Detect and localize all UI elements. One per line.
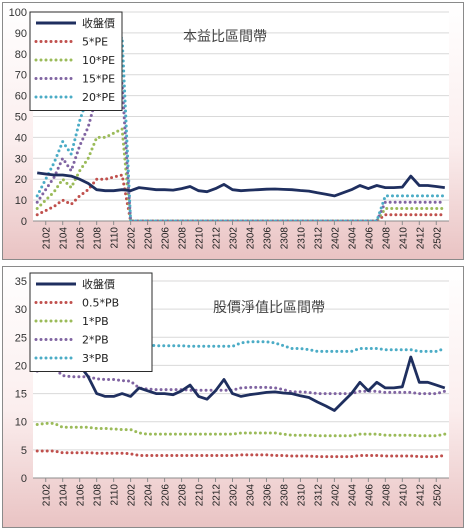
y-tick-label: 100 [9, 7, 27, 19]
x-tick-label: 2108 [93, 484, 104, 507]
y-tick-label: 35 [15, 276, 27, 288]
x-tick-label: 2206 [161, 227, 172, 250]
pe-band-chart-panel: 0 10 20 30 40 50 60 70 80 90 100 2102 2104 2106 2108 21… [2, 2, 464, 260]
legend-label: 5*PE [82, 36, 108, 49]
legend-label: 收盤價 [82, 16, 115, 30]
y-tick-label: 0 [21, 216, 27, 228]
x-tick-label: 2102 [42, 484, 53, 507]
chart-title: 股價淨值比區間帶 [213, 299, 325, 316]
x-tick-label: 2110 [110, 484, 121, 506]
legend-label: 20*PE [82, 91, 115, 104]
y-tick-label: 30 [15, 153, 27, 165]
legend-label: 0.5*PB [82, 297, 119, 310]
x-tick-label: 2402 [330, 227, 341, 250]
x-tick-label: 2312 [313, 227, 324, 250]
x-tick-label: 2312 [313, 484, 324, 507]
chart-title: 本益比區間帶 [183, 29, 267, 45]
y-tick-label: 30 [15, 304, 27, 316]
x-tick-label: 2210 [195, 227, 206, 250]
x-tick-label: 2406 [364, 227, 375, 250]
x-tick-label: 2410 [398, 227, 409, 250]
x-tick-label: 2210 [195, 484, 206, 507]
x-tick-label: 2106 [76, 227, 87, 250]
x-tick-label: 2412 [415, 227, 426, 250]
series-line-0 [37, 171, 445, 198]
x-tick-label: 2302 [229, 484, 240, 507]
legend [29, 11, 123, 111]
y-tick-label: 90 [15, 28, 27, 40]
legend-label: 10*PE [82, 54, 115, 67]
legend-label: 收盤價 [82, 277, 115, 291]
x-tick-label: 2310 [296, 227, 307, 250]
x-tick-label: 2204 [144, 484, 155, 507]
series-line-2 [35, 126, 447, 221]
y-tick-label: 50 [15, 112, 27, 124]
x-tick-label: 2202 [127, 227, 138, 250]
x-tick-label: 2412 [415, 484, 426, 507]
pb-band-chart-panel: 0 5 10 15 20 25 30 35 2102 2104 2106 2108 2110 2202 22… [2, 266, 464, 528]
x-tick-label: 2212 [212, 227, 223, 250]
pe-band-chart: 0 10 20 30 40 50 60 70 80 90 100 2102 2104 2106 2108 21… [3, 3, 463, 259]
y-tick-label: 70 [15, 70, 27, 82]
x-tick-label: 2102 [42, 227, 53, 250]
x-tick-label: 2408 [381, 484, 392, 507]
x-tick-label: 2502 [432, 484, 443, 507]
legend-label: 1*PB [82, 315, 109, 328]
x-tick-label: 2308 [279, 227, 290, 250]
x-tick-label: 2404 [347, 484, 358, 507]
x-tick-label: 2308 [279, 484, 290, 507]
y-tick-label: 20 [15, 360, 27, 372]
x-tick-label: 2104 [59, 227, 70, 250]
x-tick-label: 2404 [347, 227, 358, 250]
y-tick-label: 10 [15, 417, 27, 429]
x-tick-label: 2202 [127, 484, 138, 507]
y-tick-label: 0 [21, 473, 27, 485]
x-tick-label: 2204 [144, 227, 155, 250]
series-line-3 [35, 366, 447, 396]
x-tick-label: 2110 [110, 227, 121, 249]
x-tick-label: 2208 [178, 484, 189, 507]
series-line-1 [35, 449, 447, 459]
y-tick-label: 5 [21, 445, 27, 457]
x-tick-label: 2108 [93, 227, 104, 250]
x-tick-label: 2104 [59, 484, 70, 507]
x-tick-label: 2212 [212, 484, 223, 507]
y-tick-label: 20 [15, 174, 27, 186]
legend-label: 15*PE [82, 73, 115, 86]
x-tick-label: 2306 [262, 484, 273, 507]
y-tick-label: 15 [15, 389, 27, 401]
x-tick-label: 2206 [161, 484, 172, 507]
x-tick-label: 2310 [296, 484, 307, 507]
x-tick-label: 2406 [364, 484, 375, 507]
y-tick-label: 60 [15, 91, 27, 103]
x-tick-label: 2304 [245, 484, 256, 507]
y-tick-label: 80 [15, 49, 27, 61]
y-tick-label: 40 [15, 132, 27, 144]
x-tick-label: 2208 [178, 227, 189, 250]
x-tick-label: 2302 [229, 227, 240, 250]
pb-band-chart: 0 5 10 15 20 25 30 35 2102 2104 2106 2108 2110 2202 22… [3, 267, 463, 527]
x-tick-label: 2502 [432, 227, 443, 250]
y-tick-label: 10 [15, 195, 27, 207]
x-tick-label: 2410 [398, 484, 409, 507]
y-tick-label: 25 [15, 332, 27, 344]
x-tick-label: 2408 [381, 227, 392, 250]
legend-label: 2*PB [82, 334, 109, 347]
x-tick-label: 2402 [330, 484, 341, 507]
x-tick-label: 2304 [245, 227, 256, 250]
x-tick-label: 2106 [76, 484, 87, 507]
x-tick-label: 2306 [262, 227, 273, 250]
series-line-2 [35, 421, 447, 438]
series-line-0 [36, 347, 446, 412]
legend-label: 3*PB [82, 352, 109, 365]
